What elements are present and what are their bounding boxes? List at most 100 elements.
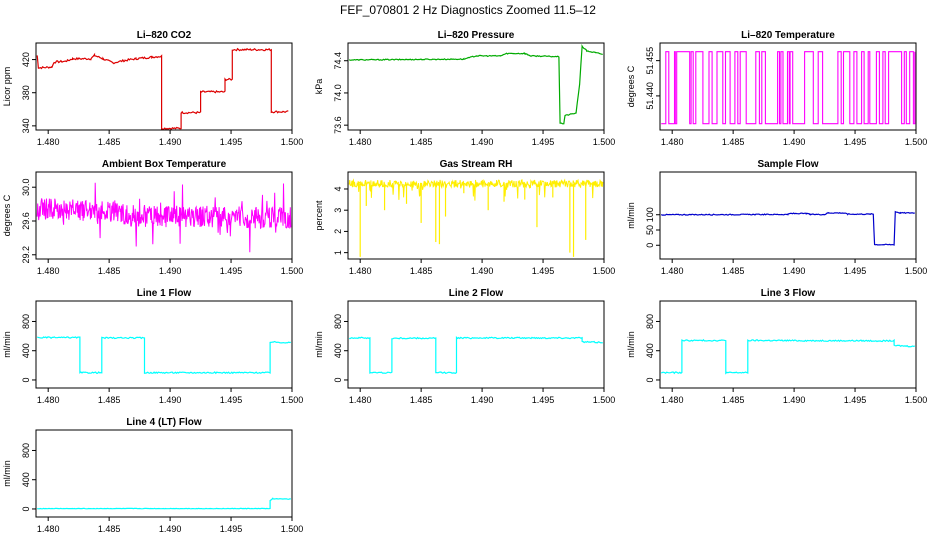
y-axis: 1 2 3 4	[333, 186, 348, 255]
x-tick-label: 1.495	[220, 266, 243, 276]
y-tick-label: 800	[21, 314, 31, 329]
x-tick-label: 1.485	[410, 395, 433, 405]
x-axis: 1.480 1.485 1.490 1.495 1.500	[661, 130, 927, 147]
x-tick-label: 1.490	[159, 137, 182, 147]
x-tick-label: 1.485	[722, 266, 745, 276]
x-axis: 1.480 1.485 1.490 1.495 1.500	[37, 517, 303, 534]
data-series	[37, 336, 291, 375]
y-tick-label: 400	[333, 343, 343, 358]
y-tick-label: 100	[645, 207, 655, 222]
plot-frame	[35, 429, 293, 518]
x-tick-label: 1.500	[281, 137, 304, 147]
x-tick-label: 1.485	[410, 137, 433, 147]
plot-frame	[659, 171, 917, 260]
x-tick-label: 1.500	[281, 524, 304, 534]
y-tick-label: 420	[21, 52, 31, 67]
panel-temp: Li–820 Temperature 1.480 1.485 1.490 1.495 1.…	[626, 30, 927, 147]
x-tick-label: 1.480	[349, 395, 372, 405]
x-tick-label: 1.480	[349, 137, 372, 147]
x-tick-label: 1.500	[593, 266, 616, 276]
x-tick-label: 1.480	[661, 137, 684, 147]
data-series	[36, 47, 289, 130]
panel-rh: Gas Stream RH 1.480 1.485 1.490 1.495 1.500 1 2…	[314, 159, 615, 276]
panel-title: Li–820 Temperature	[741, 30, 835, 41]
series-line	[661, 51, 916, 125]
x-tick-label: 1.490	[783, 395, 806, 405]
y-axis: 340 380 420	[21, 52, 36, 133]
panel-abox: Ambient Box Temperature 1.480 1.485 1.490 1.…	[2, 159, 303, 276]
series-line	[37, 497, 291, 510]
panel-title: Li–820 CO2	[137, 30, 192, 41]
x-axis: 1.480 1.485 1.490 1.495 1.500	[37, 259, 303, 276]
series-line	[37, 336, 291, 375]
x-tick-label: 1.490	[471, 395, 494, 405]
y-tick-label: 380	[21, 85, 31, 100]
y-axis: 0 400 800	[21, 314, 36, 382]
panel-l3: Line 3 Flow 1.480 1.485 1.490 1.495 1.500 0 400…	[626, 288, 927, 405]
y-tick-label: 1	[333, 250, 343, 255]
y-tick-label: 0	[645, 377, 655, 382]
figure-title: FEF_070801 2 Hz Diagnostics Zoomed 11.5–…	[340, 3, 596, 17]
y-tick-label: 29.6	[21, 212, 31, 230]
x-tick-label: 1.500	[905, 137, 928, 147]
series-line	[660, 210, 915, 246]
data-series	[37, 497, 291, 510]
y-tick-label: 2	[333, 229, 343, 234]
data-series	[349, 336, 603, 374]
x-axis: 1.480 1.485 1.490 1.495 1.500	[37, 388, 303, 405]
data-series	[348, 178, 604, 257]
series-line	[349, 336, 603, 374]
data-series	[661, 51, 916, 125]
panel-title: Line 2 Flow	[449, 288, 504, 299]
y-axis: 0 400 800	[645, 314, 660, 382]
y-tick-label: 400	[645, 343, 655, 358]
y-axis-label: kPa	[314, 79, 324, 95]
x-axis: 1.480 1.485 1.490 1.495 1.500	[661, 259, 927, 276]
data-series	[660, 210, 915, 246]
data-series	[660, 338, 916, 375]
y-tick-label: 800	[645, 314, 655, 329]
series-line	[36, 182, 292, 253]
plot-frame	[659, 42, 917, 131]
x-tick-label: 1.485	[410, 266, 433, 276]
y-tick-label: 73.6	[333, 116, 343, 134]
x-tick-label: 1.480	[661, 395, 684, 405]
y-axis-label: percent	[314, 200, 324, 231]
y-axis: 0 400 800	[333, 314, 348, 382]
series-line	[36, 47, 289, 130]
y-tick-label: 0	[645, 243, 655, 248]
y-axis: 29.2 29.6 30.0	[21, 178, 36, 264]
data-series	[36, 182, 292, 253]
series-line	[660, 338, 916, 375]
y-tick-label: 800	[333, 314, 343, 329]
y-axis-label: degrees C	[2, 194, 12, 236]
y-tick-label: 800	[21, 443, 31, 458]
y-tick-label: 0	[333, 377, 343, 382]
y-axis: 0 400 800	[21, 443, 36, 511]
y-axis-label: Licor ppm	[2, 67, 12, 107]
x-tick-label: 1.495	[844, 266, 867, 276]
y-tick-label: 0	[21, 506, 31, 511]
y-axis: 51.440 51.455	[645, 47, 660, 110]
y-tick-label: 30.0	[21, 178, 31, 196]
x-tick-label: 1.490	[471, 266, 494, 276]
x-tick-label: 1.485	[98, 395, 121, 405]
x-tick-label: 1.490	[159, 524, 182, 534]
plot-frame	[35, 171, 293, 260]
y-axis-label: degrees C	[626, 65, 636, 107]
panel-title: Ambient Box Temperature	[102, 159, 227, 170]
y-axis-label: ml/min	[626, 202, 636, 229]
y-tick-label: 74.4	[333, 52, 343, 70]
x-axis: 1.480 1.485 1.490 1.495 1.500	[661, 388, 927, 405]
y-axis-label: ml/min	[2, 331, 12, 358]
x-tick-label: 1.500	[593, 395, 616, 405]
y-tick-label: 50	[645, 225, 655, 235]
series-line	[348, 178, 604, 201]
x-tick-label: 1.495	[844, 395, 867, 405]
x-axis: 1.480 1.485 1.490 1.495 1.500	[37, 130, 303, 147]
x-tick-label: 1.480	[37, 137, 60, 147]
panel-l1: Line 1 Flow 1.480 1.485 1.490 1.495 1.500 0 400…	[2, 288, 303, 405]
plot-frame	[35, 300, 293, 389]
panel-title: Gas Stream RH	[440, 159, 513, 170]
y-axis: 0 50 100	[645, 207, 660, 248]
